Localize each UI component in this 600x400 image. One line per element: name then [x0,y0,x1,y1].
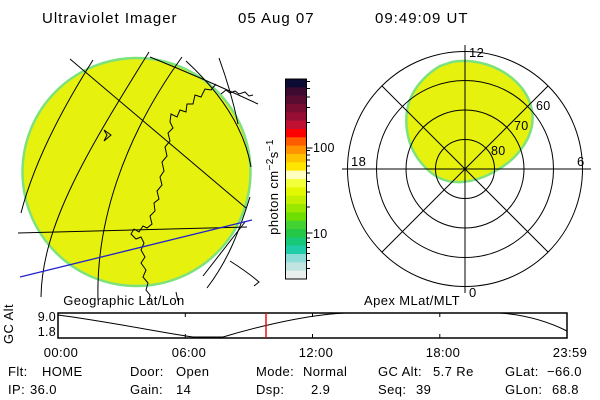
colorbar-band [285,204,307,213]
door-label: Door: [130,364,164,379]
colorbar-band [285,254,307,263]
gain-label: Gain: [130,382,163,397]
colorbar-band [285,104,307,113]
geographic-view-panel: Geographic Lat/Lon [17,51,260,308]
gcalt-value: 5.7 Re [433,364,474,379]
colorbar-band [285,220,307,230]
dsp-value: 2.9 [311,382,330,397]
latitude-arc [149,56,259,105]
mlt-label-12: 12 [469,45,484,60]
gcalt-label: GC Alt: [378,364,422,379]
mlat-label-70: 70 [514,119,529,133]
dsp-label: Dsp: [256,382,284,397]
meridian-line [40,51,150,298]
latitude-line [17,226,248,234]
colorbar-units-label: photon cm−2s−1 [265,139,281,235]
grid-segment [202,221,246,277]
terminator-line [19,219,253,278]
colorbar-tick-label-100: 100 [313,141,335,155]
grid-segment [175,291,179,302]
glon-label: GLon: [505,382,542,397]
colorbar-band [285,95,307,105]
seq-label: Seq: [378,382,406,397]
glat-value: −66.0 [547,364,582,379]
x-tick-1200: 12:00 [299,345,334,360]
time-display: 09:49:09 UT [375,10,469,27]
grid-segment [218,57,239,125]
strip-chart-hour-ticks [184,313,441,338]
gain-value: 14 [176,382,191,397]
y-min-label: 1.8 [38,325,56,339]
grid-segment [229,260,260,287]
colorbar-minor-ticks [306,81,310,269]
colorbar-band [285,187,307,196]
y-axis-title: GC Alt [1,304,16,344]
mode-value: Normal [303,364,347,379]
latitude-arc [185,60,252,168]
mlat-label-60: 60 [536,99,551,113]
colorbar-band [285,79,307,88]
glat-label: GLat: [505,364,539,379]
colorbar-band [285,179,307,188]
great-circle-line [69,58,247,209]
colorbar-band [285,229,307,238]
header: Ultraviolet Imager 05 Aug 07 09:49:09 UT [42,10,469,27]
colorbar-band [285,129,307,138]
colorbar-bands [285,79,307,280]
app-title: Ultraviolet Imager [42,10,178,27]
colorbar: 100 10 photon cm−2s−1 [265,78,335,280]
meridian-line [97,56,183,301]
x-tick-2359: 23:59 [553,345,588,360]
x-tick-0000: 00:00 [44,345,79,360]
door-value: Open [176,364,209,379]
ip-value: 36.0 [30,382,57,397]
colorbar-band [285,170,307,180]
mlt-label-18: 18 [351,154,366,169]
colorbar-band [285,245,307,255]
flt-label: Flt: [8,364,28,379]
x-tick-0600: 06:00 [172,345,207,360]
colorbar-band [285,137,307,146]
mode-label: Mode: [256,364,294,379]
colorbar-band [285,87,307,96]
gc-alt-curve [57,312,568,338]
flt-value: HOME [42,364,83,379]
colorbar-band [285,120,307,130]
colorbar-band [285,237,307,246]
apex-caption: Apex MLat/MLT [364,293,460,308]
colorbar-band [285,162,307,171]
y-max-label: 9.0 [38,310,56,324]
mlt-label-0: 0 [469,285,477,300]
glon-value: 68.8 [552,382,579,397]
mlt-label-6: 6 [577,154,585,169]
colorbar-band [285,154,307,163]
apex-polar-panel: 12 18 6 0 80 70 60 Apex MLat/MLT [342,45,591,308]
seq-value: 39 [416,382,431,397]
colorbar-band [285,112,307,121]
colorbar-frame [285,78,307,280]
mlt-cardinal-spokes [342,45,591,293]
geographic-caption: Geographic Lat/Lon [63,293,184,308]
mlat-label-80: 80 [491,144,506,158]
colorbar-band [285,262,307,271]
colorbar-band [285,145,307,155]
latitude-arc [206,196,251,289]
colorbar-tick-label-10: 10 [313,227,328,241]
colorbar-major-ticks [306,147,313,234]
x-tick-1800: 18:00 [426,345,461,360]
colorbar-band [285,212,307,221]
ip-label: IP: [8,382,25,397]
colorbar-band [285,270,307,280]
meridian-line [20,59,94,214]
colorbar-band [285,195,307,205]
island-mark [103,129,112,142]
earth-disk-image [21,56,252,288]
gc-alt-strip-chart: 9.0 1.8 GC Alt 00:00 06:00 12:00 18:00 2… [1,304,587,360]
status-bar: Flt: HOME Door: Open Mode: Normal GC Alt… [8,364,582,397]
date-display: 05 Aug 07 [238,10,315,27]
coastline [130,83,217,302]
coastline-segment [220,89,254,97]
